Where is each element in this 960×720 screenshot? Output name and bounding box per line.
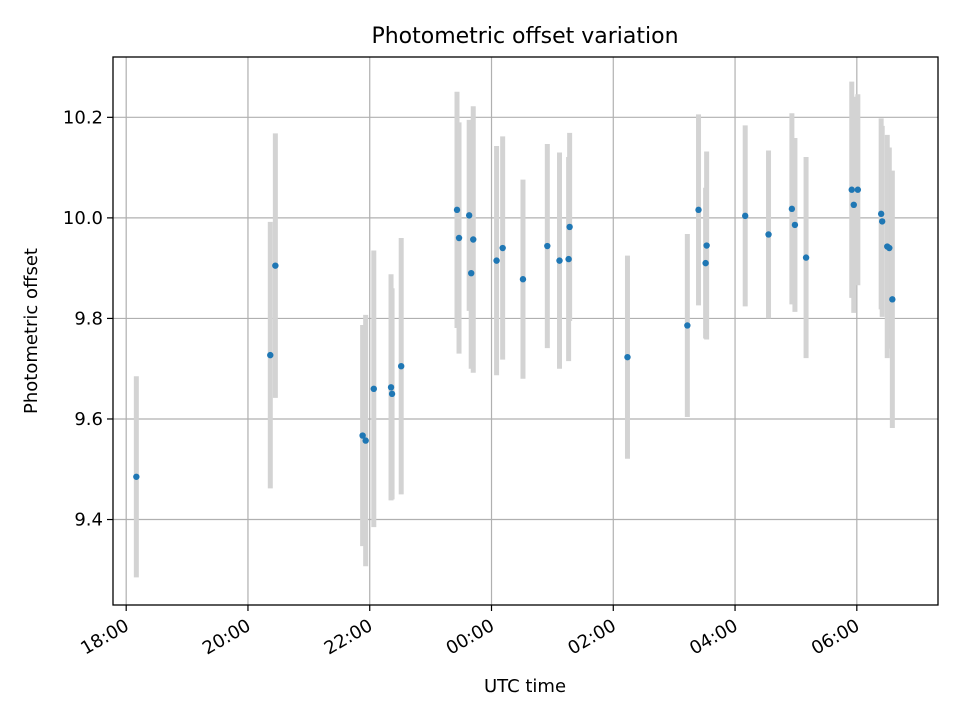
data-point [765,231,772,238]
data-point [397,362,405,370]
plot-frame [112,56,939,606]
x-tick-label: 06:00 [808,615,863,659]
data-point [493,257,500,264]
data-point [802,254,810,261]
data-point [272,262,279,269]
data-point [370,385,377,393]
grid [113,57,938,605]
y-tick-label: 9.6 [74,409,103,430]
x-tick-label: 22:00 [321,615,376,659]
data-point [848,186,855,193]
data-point [624,353,631,361]
data-point [703,242,710,249]
data-point [455,234,463,242]
data-point [267,351,274,359]
data-point [565,255,572,263]
y-tick-label: 10.2 [63,107,103,128]
data-point [886,244,893,252]
data-point [850,201,857,209]
data-point [684,322,691,329]
data-point [465,212,473,219]
data-point [387,384,395,391]
x-tick-label: 02:00 [564,615,619,659]
y-axis-ticks: 9.4 9.6 9.8 10.0 10.2 [63,107,113,531]
data-point [788,205,796,213]
data-point [702,259,709,267]
error-bars [133,81,895,578]
data-points [133,186,896,480]
data-point [359,432,366,439]
data-point [362,437,369,444]
y-tick-label: 10.0 [63,208,103,229]
data-point [566,223,573,231]
data-point [741,212,749,220]
x-tick-label: 00:00 [443,615,498,659]
data-point [854,186,862,193]
data-point [877,210,885,218]
data-point [453,206,461,214]
data-point [499,244,506,252]
data-point [519,276,527,283]
x-axis-title: UTC time [484,676,566,697]
data-point [878,218,886,225]
data-point [133,473,140,480]
y-tick-label: 9.4 [74,510,103,531]
data-point [544,242,551,250]
data-point [470,236,477,243]
x-tick-label: 18:00 [77,615,132,659]
x-axis-ticks: 18:00 20:00 22:00 00:00 02:00 04:00 06:00 [77,605,863,659]
x-tick-label: 20:00 [199,615,254,659]
data-point [695,206,702,214]
data-point [388,390,396,398]
y-tick-label: 9.8 [74,308,103,329]
y-axis-title: Photometric offset [21,248,42,414]
x-tick-label: 04:00 [686,615,741,659]
data-point [889,296,896,303]
data-point [556,257,563,264]
data-point [791,221,799,229]
data-point [468,269,475,277]
chart-title: Photometric offset variation [371,24,678,49]
